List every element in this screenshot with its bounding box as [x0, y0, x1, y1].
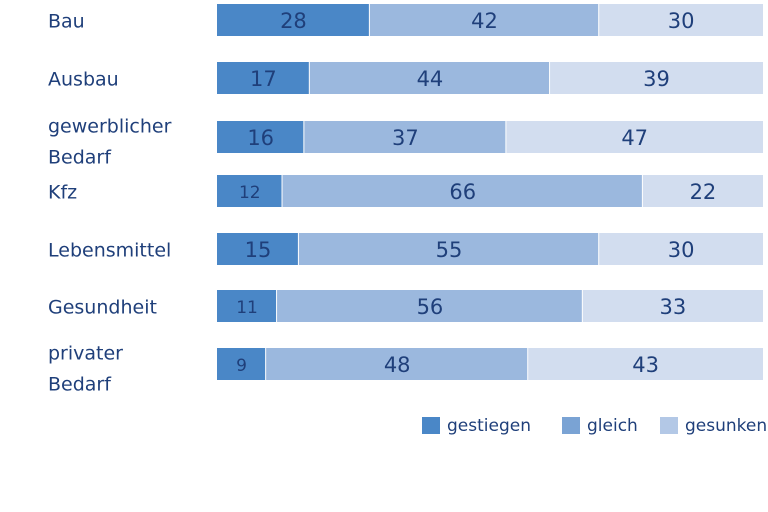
data-label: 56 — [417, 295, 444, 319]
bar-segment-gesunken — [506, 121, 763, 153]
category-label-line: Bedarf — [48, 147, 112, 169]
bar-segment-gestiegen — [217, 62, 309, 94]
data-label: 28 — [280, 9, 307, 33]
bar-segment-gestiegen — [217, 233, 298, 265]
data-label: 16 — [247, 126, 274, 150]
bar-segment-gesunken — [599, 4, 763, 36]
category-label: Lebensmittel — [48, 240, 171, 262]
data-label: 43 — [632, 353, 659, 377]
category-label: Bau — [48, 11, 85, 33]
data-label: 66 — [449, 180, 476, 204]
data-label: 15 — [245, 238, 272, 262]
data-label: 33 — [660, 295, 687, 319]
category-label: Ausbau — [48, 69, 119, 91]
bar-segment-gleich — [298, 233, 599, 265]
bar-segment-gestiegen — [217, 348, 266, 380]
bar-segment-gleich — [266, 348, 528, 380]
bar-group: Bau 28 42 30 Ausbau 17 44 39 gewerblicher Bedarf 1… — [48, 4, 763, 396]
bar-segment-gesunken — [599, 233, 763, 265]
data-label: 39 — [643, 67, 670, 91]
bar-segment-gleich — [282, 175, 642, 207]
data-label: 11 — [236, 298, 258, 318]
category-label-line: Bedarf — [48, 374, 112, 396]
legend-label: gestiegen — [447, 416, 531, 436]
data-label: 44 — [417, 67, 444, 91]
bar-segment-gestiegen — [217, 121, 304, 153]
data-label: 42 — [471, 9, 498, 33]
bar-segment-gleich — [304, 121, 506, 153]
category-label: Gesundheit — [48, 297, 157, 319]
bar-segment-gleich — [277, 290, 582, 322]
legend-label: gesunken — [685, 416, 767, 436]
legend-swatch — [562, 417, 580, 434]
legend-label: gleich — [587, 416, 638, 436]
data-label: 37 — [392, 126, 419, 150]
category-label: privater Bedarf — [48, 343, 123, 396]
category-label: Kfz — [48, 182, 77, 204]
category-label-line: privater — [48, 343, 123, 365]
category-label-line: gewerblicher — [48, 116, 172, 138]
data-label: 47 — [621, 126, 648, 150]
data-label: 9 — [236, 356, 247, 376]
legend-swatch — [660, 417, 678, 434]
bar-segment-gleich — [309, 62, 550, 94]
bar-segment-gestiegen — [217, 290, 277, 322]
bar-segment-gestiegen — [217, 4, 369, 36]
data-label: 48 — [384, 353, 411, 377]
data-label: 22 — [690, 180, 717, 204]
data-label: 55 — [436, 238, 463, 262]
data-label: 30 — [668, 9, 695, 33]
data-label: 30 — [668, 238, 695, 262]
bar-segment-gesunken — [642, 175, 763, 207]
bar-segment-gestiegen — [217, 175, 282, 207]
bar-segment-gleich — [369, 4, 599, 36]
data-label: 12 — [239, 183, 261, 203]
bar-segment-gesunken — [550, 62, 763, 94]
bar-segment-gesunken — [528, 348, 763, 380]
legend-swatch — [422, 417, 440, 434]
bar-segment-gesunken — [582, 290, 763, 322]
category-label: gewerblicher Bedarf — [48, 116, 172, 169]
legend: gestiegen gleich gesunken — [422, 416, 767, 436]
data-label: 17 — [250, 67, 277, 91]
